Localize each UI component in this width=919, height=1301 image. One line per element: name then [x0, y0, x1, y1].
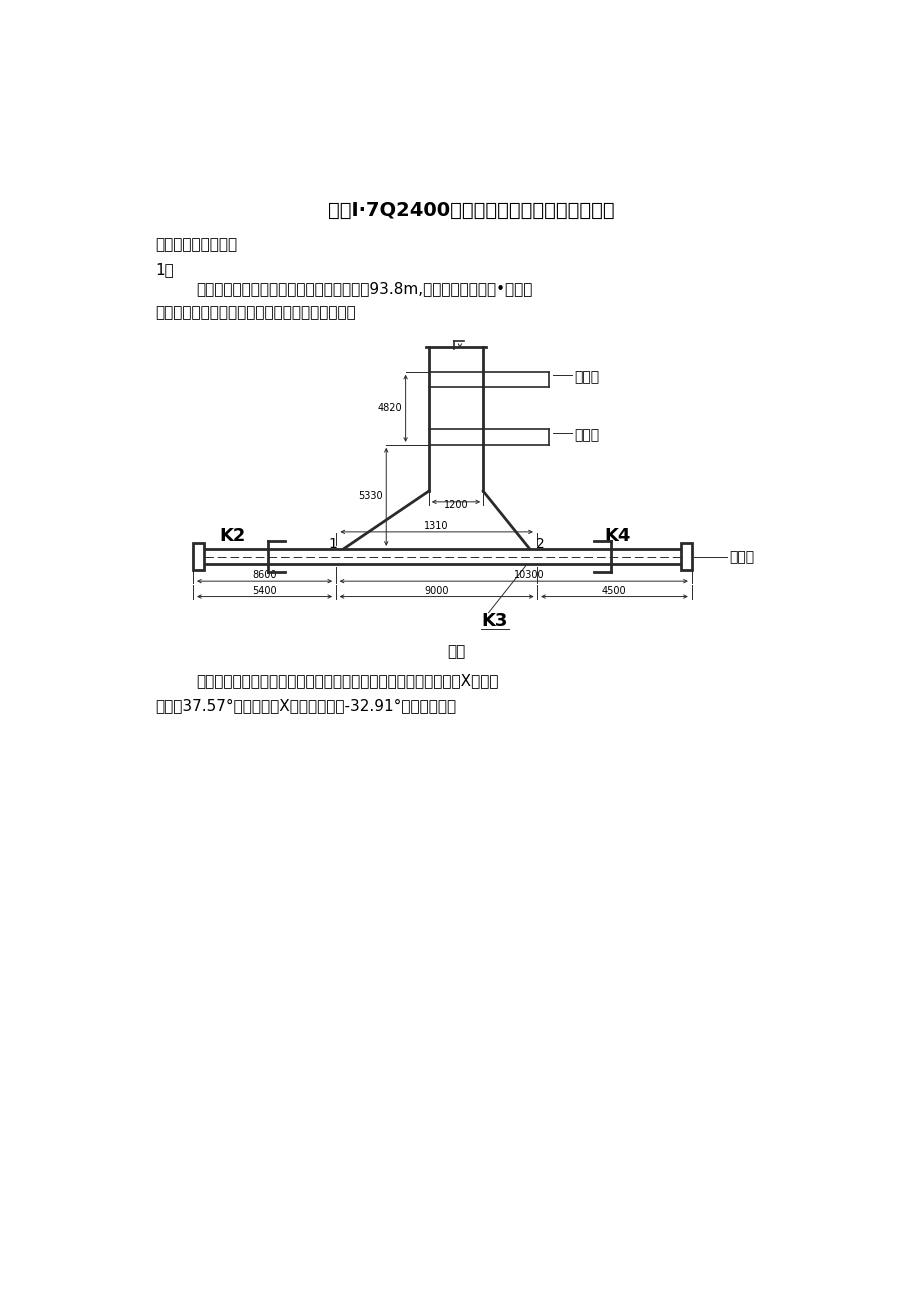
Text: 9000: 9000 — [424, 585, 448, 596]
Text: 标准节: 标准节 — [573, 428, 598, 442]
Text: 着和第二层上附若），塔机附着方式如下图所示：: 着和第二层上附若），塔机附着方式如下图所示： — [155, 304, 356, 320]
Text: 图一: 图一 — [447, 644, 465, 660]
Text: 4820: 4820 — [378, 403, 403, 412]
Text: 8600: 8600 — [252, 570, 277, 580]
Text: 根据郑机所提供的资料，吊机塔身附着为最大时的工况为起重情与X方向的: 根据郑机所提供的资料，吊机塔身附着为最大时的工况为起重情与X方向的 — [196, 674, 498, 688]
Text: 附着梁: 附着梁 — [728, 550, 753, 565]
Text: 10300: 10300 — [513, 570, 543, 580]
Text: 4500: 4500 — [601, 585, 626, 596]
Text: 5400: 5400 — [252, 585, 277, 596]
Text: K2: K2 — [220, 527, 245, 545]
Text: 1310: 1310 — [424, 522, 448, 531]
Text: 1: 1 — [328, 536, 337, 550]
Bar — [193, 543, 204, 570]
Text: 1200: 1200 — [443, 500, 468, 510]
Text: 惠来I·7Q2400附着自升式塔机附着梁校核计算: 惠来I·7Q2400附着自升式塔机附着梁校核计算 — [328, 200, 614, 220]
Text: 附：临时梁设计校核: 附：临时梁设计校核 — [155, 237, 237, 252]
Text: 附着框: 附着框 — [573, 371, 598, 384]
Text: 根据惠来钢架高度，该吊机塔身安装高度为93.8m,采用两层附著（第•层下附: 根据惠来钢架高度，该吊机塔身安装高度为93.8m,采用两层附著（第•层下附 — [196, 281, 532, 297]
Text: 夹角为37.57°和起重再与X方向的夹角为-32.91°如下图所示：: 夹角为37.57°和起重再与X方向的夹角为-32.91°如下图所示： — [155, 699, 456, 713]
Bar — [680, 543, 691, 570]
Text: K3: K3 — [481, 611, 507, 630]
Text: 1、: 1、 — [155, 263, 174, 277]
Text: 2: 2 — [536, 536, 544, 550]
Text: K4: K4 — [604, 527, 630, 545]
Text: 5330: 5330 — [358, 492, 382, 501]
